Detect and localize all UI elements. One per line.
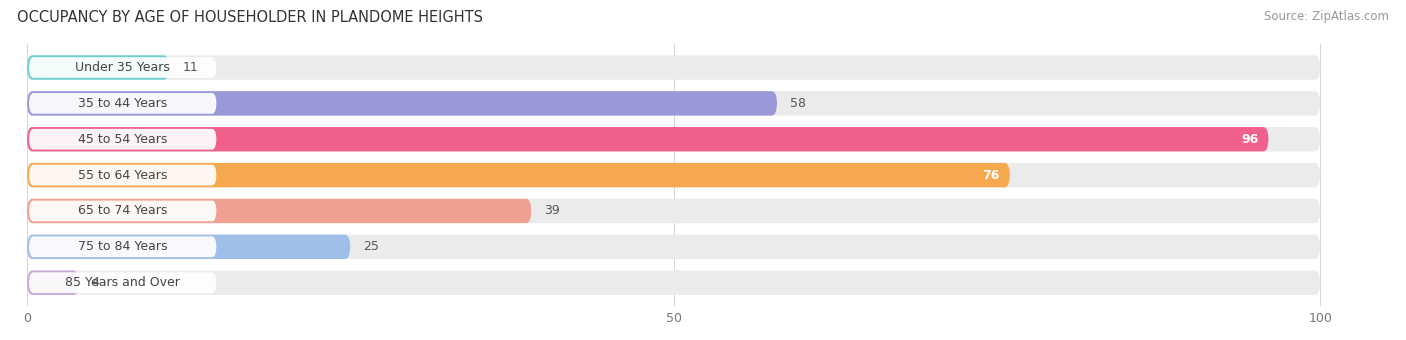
Text: 55 to 64 Years: 55 to 64 Years xyxy=(77,169,167,182)
FancyBboxPatch shape xyxy=(30,129,217,150)
Text: OCCUPANCY BY AGE OF HOUSEHOLDER IN PLANDOME HEIGHTS: OCCUPANCY BY AGE OF HOUSEHOLDER IN PLAND… xyxy=(17,10,482,25)
FancyBboxPatch shape xyxy=(27,127,1268,151)
FancyBboxPatch shape xyxy=(27,235,1320,259)
Text: 25: 25 xyxy=(363,240,380,253)
Text: Under 35 Years: Under 35 Years xyxy=(76,61,170,74)
Text: 58: 58 xyxy=(790,97,806,110)
FancyBboxPatch shape xyxy=(30,201,217,221)
FancyBboxPatch shape xyxy=(30,236,217,257)
FancyBboxPatch shape xyxy=(27,127,1320,151)
FancyBboxPatch shape xyxy=(27,163,1320,187)
FancyBboxPatch shape xyxy=(27,271,1320,295)
Text: 4: 4 xyxy=(91,276,100,289)
Text: 75 to 84 Years: 75 to 84 Years xyxy=(77,240,167,253)
Text: 85 Years and Over: 85 Years and Over xyxy=(65,276,180,289)
FancyBboxPatch shape xyxy=(27,235,350,259)
FancyBboxPatch shape xyxy=(27,55,1320,80)
FancyBboxPatch shape xyxy=(27,163,1010,187)
Text: 96: 96 xyxy=(1241,133,1258,146)
FancyBboxPatch shape xyxy=(27,91,778,116)
FancyBboxPatch shape xyxy=(27,91,1320,116)
Text: 35 to 44 Years: 35 to 44 Years xyxy=(79,97,167,110)
FancyBboxPatch shape xyxy=(27,199,1320,223)
FancyBboxPatch shape xyxy=(30,57,217,78)
FancyBboxPatch shape xyxy=(30,165,217,185)
Text: 45 to 54 Years: 45 to 54 Years xyxy=(77,133,167,146)
Text: 39: 39 xyxy=(544,204,560,218)
FancyBboxPatch shape xyxy=(27,55,169,80)
Text: 11: 11 xyxy=(183,61,198,74)
Text: 65 to 74 Years: 65 to 74 Years xyxy=(77,204,167,218)
Text: Source: ZipAtlas.com: Source: ZipAtlas.com xyxy=(1264,10,1389,23)
FancyBboxPatch shape xyxy=(27,271,79,295)
FancyBboxPatch shape xyxy=(30,272,217,293)
FancyBboxPatch shape xyxy=(27,199,531,223)
Text: 76: 76 xyxy=(983,169,1000,182)
FancyBboxPatch shape xyxy=(30,93,217,114)
